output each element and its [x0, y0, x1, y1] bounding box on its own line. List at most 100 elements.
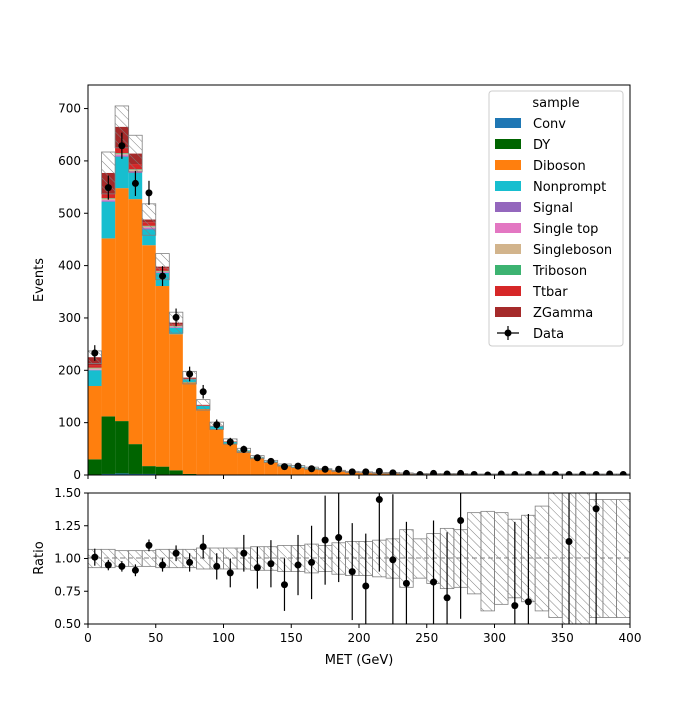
ratio-y-tick-label: 0.75: [54, 584, 81, 598]
ratio-point: [226, 569, 234, 577]
data-point: [348, 468, 356, 475]
ratio-point: [267, 560, 275, 568]
y-tick-label: 400: [58, 259, 81, 273]
data-points: [91, 132, 627, 475]
bar-dy: [88, 459, 102, 475]
ratio-point: [443, 594, 451, 602]
main-y-ticks: 0 100 200 300 400 500 600 700: [58, 102, 88, 482]
data-point: [159, 272, 167, 280]
data-point: [118, 142, 126, 150]
data-point: [91, 349, 99, 357]
legend-label: Conv: [533, 117, 566, 132]
legend-swatch: [495, 223, 521, 233]
data-point: [294, 462, 302, 470]
data-point: [362, 468, 370, 475]
data-point: [226, 438, 234, 446]
legend-label: Single top: [533, 222, 598, 237]
bar-signal: [101, 200, 116, 202]
ratio-points: [91, 493, 600, 624]
ratio-point: [348, 568, 356, 576]
y-tick-label: 300: [58, 311, 81, 325]
ratio-point: [389, 556, 397, 564]
bar-dy: [142, 466, 156, 474]
ratio-band-box: [466, 512, 482, 595]
ratio-x-ticks: 0 50 100 150 200 250 300 350 400: [84, 624, 641, 645]
data-point: [335, 465, 343, 473]
bar-dy: [155, 466, 170, 475]
legend-swatch: [495, 118, 521, 128]
legend-swatch: [495, 181, 521, 191]
data-point: [430, 469, 438, 475]
ratio-point: [511, 602, 519, 610]
bar-conv: [101, 473, 116, 475]
data-point: [551, 470, 559, 475]
bar-diboson: [101, 238, 116, 417]
legend-label: Diboson: [533, 159, 586, 174]
legend-label: Data: [533, 327, 564, 342]
data-point: [538, 470, 546, 475]
x-tick-label: 250: [415, 631, 438, 645]
data-point: [443, 470, 451, 475]
mc-uncertainty-box: [141, 203, 157, 236]
legend-label: Signal: [533, 201, 573, 216]
x-tick-label: 0: [84, 631, 92, 645]
bar-single-top: [88, 369, 102, 370]
data-point: [606, 470, 614, 475]
legend-box: [488, 90, 624, 347]
data-point: [375, 467, 383, 475]
legend-label: DY: [533, 138, 550, 153]
ratio-point: [321, 536, 329, 544]
bar-dy: [169, 470, 183, 475]
data-point: [253, 454, 261, 462]
legend-label: Triboson: [532, 264, 587, 279]
ratio-point: [592, 505, 600, 513]
bar-triboson: [88, 367, 102, 369]
legend-swatch: [495, 244, 521, 254]
stacked-histogram: [88, 126, 630, 475]
mc-uncertainty-box: [195, 399, 211, 411]
bar-diboson: [277, 465, 292, 475]
legend: sample Conv DY Diboson Nonprompt Signal Single…: [488, 90, 624, 347]
legend-swatch: [495, 160, 521, 170]
ratio-point: [294, 561, 302, 569]
ratio-uncertainty-band: [88, 493, 630, 624]
ratio-point: [240, 549, 248, 557]
bar-signal: [88, 369, 102, 371]
data-point: [172, 313, 180, 321]
legend-label: Nonprompt: [533, 180, 606, 195]
data-point: [389, 469, 397, 475]
bar-conv: [115, 473, 129, 475]
bar-conv: [142, 473, 156, 475]
x-tick-label: 400: [619, 631, 642, 645]
ratio-point: [565, 537, 573, 545]
bar-diboson: [128, 199, 143, 445]
data-point: [321, 465, 329, 473]
ratio-point: [159, 561, 167, 569]
legend-swatch: [495, 307, 521, 317]
y-tick-label: 700: [58, 102, 81, 116]
data-point: [145, 189, 153, 197]
ratio-point: [131, 566, 139, 574]
legend-swatch: [495, 265, 521, 275]
data-point: [267, 457, 275, 465]
ratio-point: [375, 496, 383, 504]
bar-conv: [128, 473, 143, 475]
ratio-plot: 0.50 0.75 1.00 1.25 1.50 0 50 100 150 200 250 300 3…: [32, 486, 641, 668]
x-tick-label: 200: [348, 631, 371, 645]
x-tick-label: 350: [551, 631, 574, 645]
data-point: [104, 184, 112, 192]
x-tick-label: 150: [280, 631, 303, 645]
legend-swatch: [495, 139, 521, 149]
ratio-band-box: [480, 510, 495, 612]
bar-nonprompt: [101, 201, 116, 239]
legend-label: ZGamma: [533, 306, 593, 321]
bar-nonprompt: [88, 370, 102, 387]
ratio-point: [213, 562, 221, 570]
y-tick-label: 200: [58, 363, 81, 377]
bar-dy: [115, 421, 129, 474]
data-point: [280, 463, 288, 471]
bar-diboson: [223, 443, 238, 475]
data-point: [213, 421, 221, 429]
data-point: [592, 470, 600, 475]
data-point: [511, 470, 519, 475]
